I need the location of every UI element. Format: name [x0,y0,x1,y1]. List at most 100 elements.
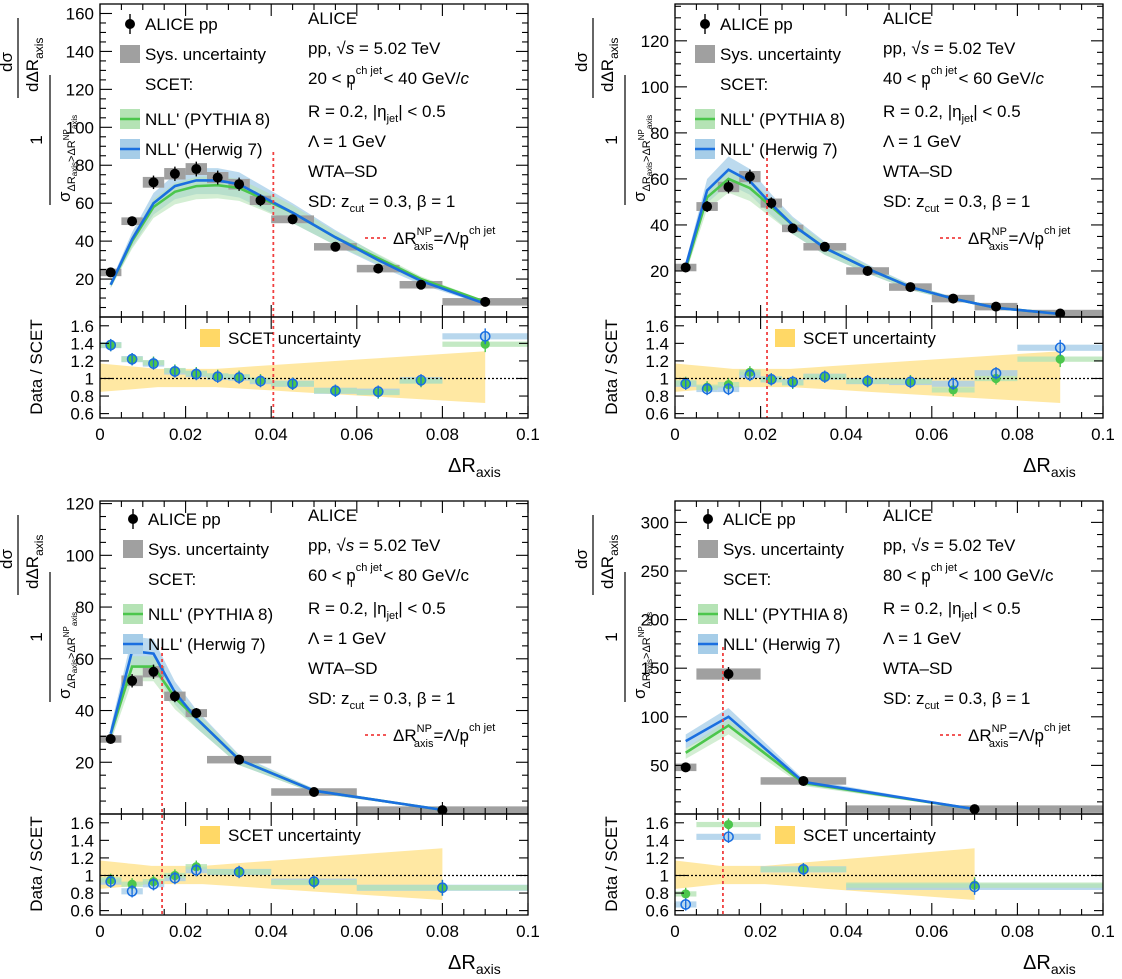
herwig-ratio-point [1054,342,1066,354]
legend-sys-box [120,45,140,63]
x-tick-label: 0.08 [426,425,459,444]
ylabel-one: 1 [602,632,621,641]
np-eq: =Λ/p [1008,229,1043,248]
ratio-tick-label: 1.4 [70,831,94,850]
ratio-tick-label: 0.8 [645,387,669,406]
ratio-tick-label: 1.6 [645,814,669,833]
data-point [991,301,1001,312]
info-sd: SD: zcut = 0.3, β = 1 [883,689,1030,712]
ratio-tick-label: 1 [85,866,94,885]
ylabel-ddr-sub: axis [607,38,621,59]
ratio-plot [675,818,1103,911]
ratio-tick-label: 1.4 [70,334,94,353]
x-title-main: ΔR [1023,952,1051,974]
x-tick-label: 0.1 [516,425,540,444]
info-system: pp, √s = 5.02 TeV [883,39,1016,58]
herwig-ratio-point [190,368,202,380]
y-tick-label: 100 [641,708,669,727]
data-point [723,181,734,192]
info-pt-high: < 40 GeV/ [379,69,461,88]
ylabel-one: 1 [27,632,46,641]
y-tick-label: 100 [66,546,94,565]
info-pt-c: c [461,69,470,88]
herwig-ratio-point [330,385,341,397]
x-tick-label: 0 [95,922,104,941]
x-title-main: ΔR [448,952,476,974]
ylabel-sub: ΔR [66,176,78,191]
ylabel-ddr: dΔRaxis [23,38,46,92]
herwig-ratio-point [437,882,448,894]
legend-data-label: ALICE pp [720,15,793,34]
legend-sys-label: Sys. uncertainty [148,540,269,559]
herwig-ratio-point [680,899,692,910]
y-tick-label: 160 [66,4,94,23]
y-tick-label: 40 [650,216,669,235]
info-radius: R = 0.2, |ηjet| < 0.5 [308,599,446,622]
ratio-tick-label: 1.6 [645,317,669,336]
herwig-ratio-point [798,863,809,875]
legend-herwig-label: NLL' (Herwig 7) [148,635,266,654]
y-tick-label: 50 [650,756,669,775]
data-point [105,733,116,744]
info-pt-range: 20 < pch jet T < 40 GeV/c [308,65,470,93]
herwig-line [685,715,975,811]
legend-scet-label: SCET: [720,75,768,94]
ylabel-axis: axis [70,612,79,626]
ylabel-gt: >ΔR [641,140,653,162]
np-sup: NP [992,226,1007,238]
data-point [148,666,159,677]
herwig-ratio-point [862,375,873,387]
data-point [702,201,713,212]
y-tick-label: 20 [650,262,669,281]
herwig-ratio-point [479,330,491,342]
info-radius-main: R = 0.2, |η [308,102,387,121]
info-grooming: WTA–SD [883,162,953,181]
legend-data-label: ALICE pp [148,510,221,529]
data-point [234,754,245,765]
x-tick-label: 0.02 [744,922,777,941]
ratio-tick-label: 0.6 [70,902,94,921]
herwig-ratio-point [415,374,427,386]
legend: ALICE pp Sys. uncertainty SCET: NLL' (PYTHI… [695,14,845,159]
herwig-ratio-point [819,371,831,383]
y-tick-label: 300 [641,513,669,532]
legend-data-marker [125,19,135,29]
x-title-main: ΔR [1023,455,1051,477]
data-point [480,296,491,307]
legend-data-label: ALICE pp [723,510,796,529]
legend-scet-unc-label: SCET uncertainty [803,826,936,845]
legend-scet-unc-label: SCET uncertainty [228,329,361,348]
info-eta-sub: jet [386,610,399,622]
legend-data-marker [703,514,713,524]
info-pt-sup: ch jet [356,65,382,77]
info-radius: R = 0.2, |ηjet| < 0.5 [883,102,1021,125]
info-grooming: WTA–SD [308,659,378,678]
ratio-y-label: Data / SCET [602,816,621,911]
info-energy: = 5.02 TeV [929,536,1016,555]
legend-sys-label: Sys. uncertainty [145,45,266,64]
ylabel-sigma: σ [630,688,649,699]
x-tick-label: 0 [670,922,679,941]
y-tick-label: 100 [66,118,94,137]
data-point [212,172,223,183]
info-eta-rest: | < 0.5 [973,102,1020,121]
scet-uncertainty-band [675,848,975,900]
main-plot [675,156,1103,317]
y-tick-label: 20 [75,753,94,772]
ratio-plot [100,848,528,900]
info-experiment: ALICE [883,9,932,28]
legend-scet-unc-label: SCET uncertainty [228,826,361,845]
ylabel-dsigma: dσ [0,549,16,569]
data-point [309,787,319,798]
info-pt-range: 80 < pch jet T < 100 GeV/c [883,562,1054,590]
herwig-band [685,708,975,810]
info-sd-main: SD: z [308,192,350,211]
info-radius-main: R = 0.2, |η [883,599,962,618]
legend-sys-label: Sys. uncertainty [720,45,841,64]
data-point [819,241,830,252]
